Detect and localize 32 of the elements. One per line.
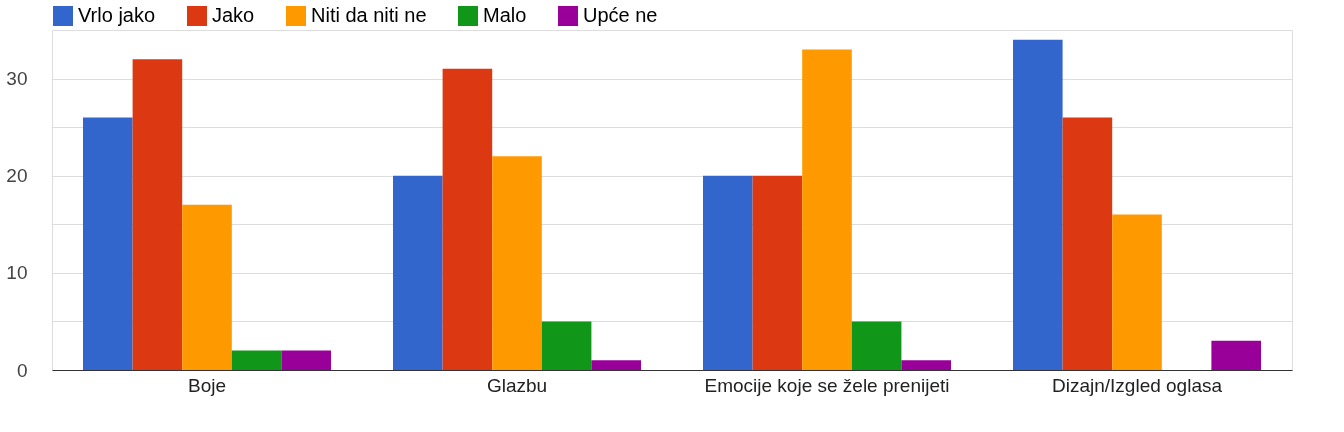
bar [83,117,133,370]
bar [752,175,803,370]
bar [851,321,902,370]
bar [442,68,493,370]
y-tick-label: 30 [6,68,28,90]
bar [703,175,753,370]
legend-label: Upće ne [583,4,658,26]
bar [1211,340,1261,370]
bar [132,59,183,370]
bar [231,350,282,370]
bar [1112,214,1162,370]
legend-label: Malo [483,4,527,26]
bar [393,175,443,370]
bar [281,350,331,370]
bar [901,360,951,370]
bar [802,49,852,370]
bar [541,321,592,370]
bar [591,360,641,370]
x-tick-label: Boje [187,374,227,396]
legend-label: Vrlo jako [78,4,156,26]
y-tick-label: 20 [6,165,28,187]
legend-label: Jako [212,4,255,26]
bar [182,204,232,370]
bar [1013,39,1063,370]
bar [1062,117,1113,370]
x-tick-label: Emocije koje se žele prenijeti [704,374,950,396]
bar [492,156,542,370]
x-tick-label: Glazbu [486,374,548,396]
y-tick-label: 0 [16,359,28,381]
legend-label: Niti da niti ne [311,4,427,26]
x-tick-label: Dizajn/Izgled oglasa [1051,374,1223,396]
y-tick-label: 10 [6,262,28,284]
